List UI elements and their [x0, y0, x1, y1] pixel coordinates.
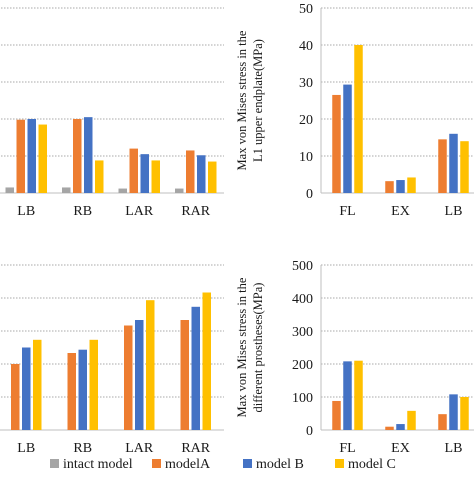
bar-model-b-lb — [22, 347, 31, 430]
legend: intact model modelA model B model C — [50, 457, 396, 472]
bar-modela-lar — [124, 325, 133, 430]
legend-label: model B — [256, 457, 304, 472]
bar-modela-rar — [180, 320, 189, 430]
category-label: LAR — [125, 204, 154, 219]
bar-model-b-rar — [191, 306, 200, 430]
bar-model-c-rar — [208, 161, 217, 193]
bar-model-c-ex — [407, 410, 416, 430]
bar-model-b-ex — [396, 424, 405, 430]
y-tick-labels: 0 100 200 300 400 500 — [292, 259, 313, 439]
bar-model-b-rb — [84, 117, 93, 193]
legend-swatch — [50, 459, 59, 468]
y-axis-title-line: different prostheses(MPa) — [251, 283, 265, 413]
bar-intact-model-rb — [62, 187, 71, 193]
y-tick-label: 200 — [292, 358, 313, 373]
y-tick-label: 500 — [292, 259, 313, 274]
category-label: EX — [391, 204, 410, 219]
y-tick-label: 0 — [306, 424, 313, 439]
bar-model-c-lar — [146, 300, 155, 430]
category-label: RAR — [181, 441, 210, 456]
bar-model-c-fl — [354, 360, 363, 430]
y-tick-label: 30 — [299, 76, 313, 91]
bar-model-b-lb — [449, 394, 458, 430]
bar-model-c-lb — [460, 141, 469, 193]
y-axis-title-line: Max von Mises stress in the — [235, 277, 249, 417]
panel-top-right: 0 10 20 30 40 50 Max von Mises stress in the L1… — [235, 2, 474, 219]
bar-modela-lb — [438, 414, 447, 430]
bar-model-c-lb — [38, 124, 47, 193]
bar-modela-rb — [67, 353, 76, 430]
category-label: LB — [445, 204, 463, 219]
bar-model-b-lb — [27, 119, 36, 193]
panel-bottom-left: LB RB LAR RAR — [0, 264, 224, 456]
bar-modela-ex — [385, 181, 394, 193]
category-label: EX — [391, 441, 410, 456]
y-tick-label: 40 — [299, 39, 313, 54]
bar-model-b-fl — [343, 84, 352, 193]
bar-model-c-fl — [354, 45, 363, 193]
y-tick-label: 400 — [292, 292, 313, 307]
bars — [5, 117, 217, 193]
legend-swatch — [152, 459, 161, 468]
bar-intact-model-rar — [175, 188, 184, 193]
bar-intact-model-lb — [5, 187, 14, 193]
legend-label: modelA — [165, 457, 211, 472]
bar-model-c-lb — [460, 397, 469, 430]
bar-model-b-rar — [197, 155, 206, 193]
y-axis-title-line: Max von Mises stress in the — [235, 30, 249, 170]
bar-modela-ex — [385, 426, 394, 430]
category-label: LB — [17, 441, 35, 456]
y-tick-label: 0 — [306, 187, 313, 202]
bars — [332, 360, 469, 430]
bar-model-c-rb — [95, 160, 104, 193]
category-label: LAR — [125, 441, 154, 456]
legend-swatch — [335, 459, 344, 468]
bar-modela-fl — [332, 400, 341, 430]
bar-model-c-rar — [202, 292, 211, 430]
bar-model-c-lb — [33, 339, 42, 430]
y-tick-label: 100 — [292, 391, 313, 406]
bar-modela-lb — [16, 119, 25, 193]
bar-modela-lb — [11, 364, 20, 430]
bar-model-b-rb — [78, 349, 87, 430]
y-tick-label: 50 — [299, 2, 313, 17]
bars — [332, 45, 469, 193]
y-axis-title-line: L1 upper endplate(MPa) — [251, 39, 265, 162]
bar-model-c-ex — [407, 177, 416, 193]
category-label: FL — [339, 441, 355, 456]
bar-model-b-lar — [140, 154, 149, 193]
bar-modela-fl — [332, 94, 341, 193]
bar-model-b-ex — [396, 180, 405, 193]
y-tick-label: 300 — [292, 325, 313, 340]
category-label: LB — [17, 204, 35, 219]
bar-model-c-rb — [89, 339, 98, 430]
bar-model-c-lar — [151, 160, 160, 193]
legend-swatch — [243, 459, 252, 468]
category-label: FL — [339, 204, 355, 219]
category-label: LB — [445, 441, 463, 456]
bars — [11, 292, 211, 430]
bar-model-b-fl — [343, 361, 352, 430]
y-tick-label: 10 — [299, 150, 313, 165]
panel-bottom-right: 0 100 200 300 400 500 Max von Mises stress in … — [235, 259, 474, 456]
bar-modela-rb — [73, 119, 82, 193]
category-label: RAR — [181, 204, 210, 219]
bar-modela-lb — [438, 139, 447, 193]
legend-label: intact model — [63, 457, 133, 472]
bar-model-b-lar — [135, 320, 144, 430]
category-label: RB — [73, 441, 92, 456]
bar-model-b-lb — [449, 133, 458, 193]
y-tick-labels: 0 10 20 30 40 50 — [299, 2, 313, 202]
legend-label: model C — [348, 457, 396, 472]
bar-modela-lar — [129, 148, 138, 193]
bar-modela-rar — [186, 150, 195, 193]
bar-intact-model-lar — [118, 188, 127, 193]
category-label: RB — [73, 204, 92, 219]
panel-top-left: LB RB LAR RAR — [0, 7, 224, 219]
y-tick-label: 20 — [299, 113, 313, 128]
